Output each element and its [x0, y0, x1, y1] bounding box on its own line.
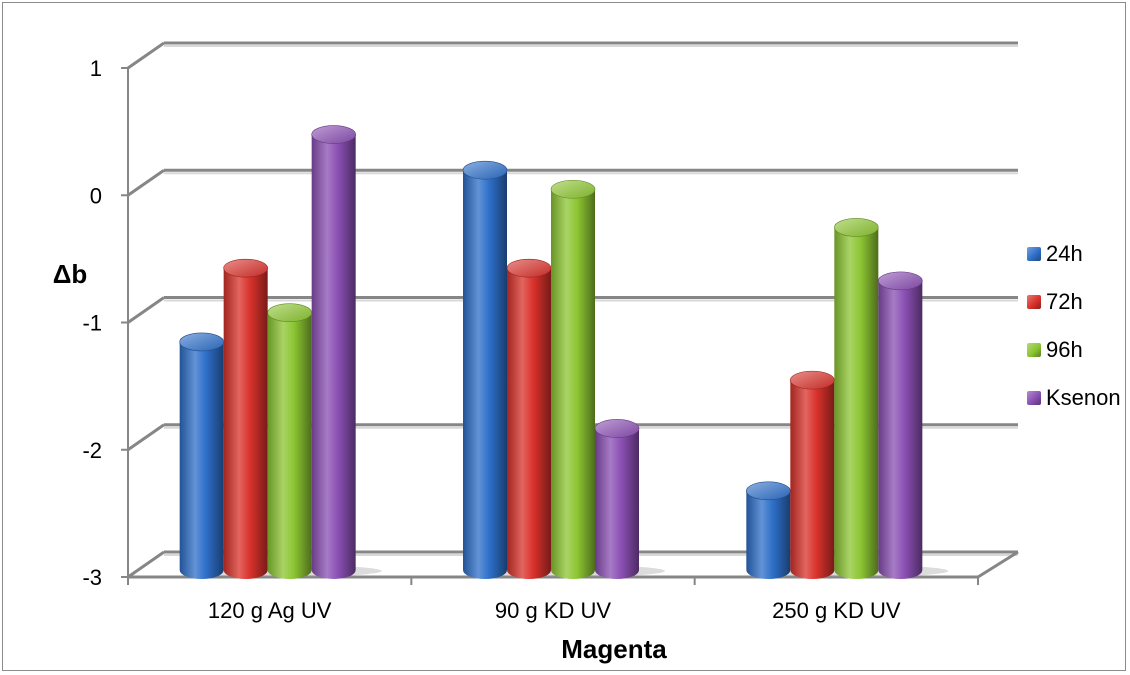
bar-96h-3 — [834, 218, 879, 579]
gridline — [127, 41, 1018, 70]
bar-72h-3 — [790, 370, 835, 579]
y-tick-label: 0 — [90, 183, 102, 208]
y-tick-label: -1 — [82, 311, 102, 336]
y-tick-label: -2 — [82, 438, 102, 463]
bar-96h-1 — [267, 303, 312, 579]
floor-right-edge — [977, 550, 1019, 579]
y-tick-label: -3 — [82, 565, 102, 590]
bar-72h-2 — [506, 258, 552, 579]
x-tick-label: 90 g KD UV — [495, 598, 611, 623]
legend-swatch — [1027, 391, 1041, 405]
bar-24h-1 — [179, 332, 224, 579]
bar-24h-3 — [746, 481, 791, 579]
bar-72h-1 — [223, 258, 268, 579]
legend-label: 24h — [1046, 241, 1083, 266]
bar-ksenon-2 — [594, 419, 640, 579]
legend-swatch — [1027, 247, 1041, 261]
y-tick-label: 1 — [90, 56, 102, 81]
legend-label: 96h — [1046, 337, 1083, 362]
legend-label: Ksenon — [1046, 385, 1121, 410]
bars — [179, 125, 949, 579]
axes — [121, 67, 1019, 585]
gridline — [127, 168, 1018, 197]
bar-ksenon-3 — [878, 271, 923, 579]
x-tick-label: 120 g Ag UV — [208, 598, 332, 623]
legend-swatch — [1027, 343, 1041, 357]
x-tick-label: 250 g KD UV — [772, 598, 901, 623]
y-axis-title: Δb — [53, 259, 88, 289]
bar-ksenon-1 — [311, 125, 356, 579]
x-axis-title: Magenta — [561, 634, 667, 664]
bar-24h-2 — [462, 160, 508, 579]
legend-swatch — [1027, 295, 1041, 309]
labels: Δb Magenta 1 0 -1 -2 -3 120 g Ag UV 90 g KD UV… — [53, 56, 901, 664]
legend-label: 72h — [1046, 289, 1083, 314]
bar-96h-2 — [550, 179, 596, 579]
